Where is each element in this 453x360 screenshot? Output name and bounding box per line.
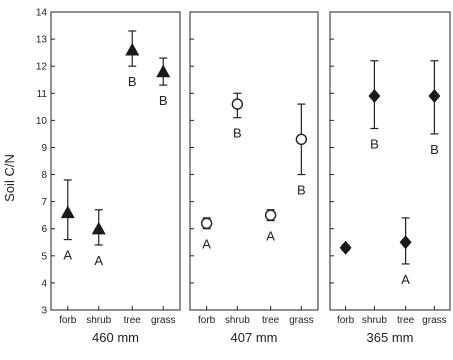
- significance-letter: A: [266, 229, 275, 244]
- x-tick-label-shrub: shrub: [225, 315, 250, 326]
- data-point-grass: [156, 64, 171, 78]
- y-tick-label: 11: [37, 89, 48, 100]
- significance-letter: A: [202, 237, 211, 252]
- x-tick-label-forb: forb: [59, 315, 77, 326]
- y-tick-label: 8: [41, 170, 47, 181]
- data-point-forb: [200, 217, 213, 230]
- data-point-tree: [264, 209, 277, 221]
- data-point-tree: [125, 42, 140, 56]
- x-tick-label-shrub: shrub: [362, 315, 387, 326]
- panel-frame: [329, 11, 451, 311]
- x-tick-label-tree: tree: [397, 315, 415, 326]
- panel-xlabel: 460 mm: [92, 330, 139, 345]
- panel-1: 3 4 5 6 7 8 9 10 11 12 13 14 forb shrub tree grass 460 m…: [36, 8, 181, 345]
- y-tick-label: 10: [36, 116, 48, 127]
- panel-frame: [50, 11, 181, 311]
- data-point-grass: [428, 88, 441, 103]
- significance-letter: B: [233, 126, 242, 141]
- significance-letter: A: [401, 272, 410, 287]
- x-tick-label-grass: grass: [289, 315, 313, 326]
- significance-letter: A: [63, 248, 72, 263]
- y-tick-label: 3: [41, 306, 47, 317]
- x-tick-label-grass: grass: [151, 315, 175, 326]
- x-tick-label-forb: forb: [198, 315, 216, 326]
- data-point-shrub: [231, 98, 244, 110]
- data-point-tree: [399, 235, 412, 250]
- panel-frame: [189, 11, 319, 311]
- panel-2: forb shrub tree grass 407 mm A B A B: [189, 11, 319, 345]
- x-tick-label-tree: tree: [124, 315, 142, 326]
- panel-xlabel: 407 mm: [231, 330, 278, 345]
- panel-3: forb shrub tree grass 365 mm B A B: [329, 11, 451, 345]
- y-tick-label: 12: [36, 62, 48, 73]
- x-tick-label-forb: forb: [337, 315, 355, 326]
- y-tick-label: 7: [41, 197, 47, 208]
- significance-letter: B: [159, 93, 168, 108]
- y-tick-label: 4: [41, 278, 47, 289]
- data-point-forb: [60, 205, 75, 219]
- data-point-shrub: [368, 88, 381, 103]
- significance-letter: B: [370, 136, 379, 151]
- chart-panels: 3 4 5 6 7 8 9 10 11 12 13 14 forb shrub tree grass 460 m…: [36, 8, 451, 345]
- significance-letter: B: [297, 183, 306, 198]
- significance-letter: B: [430, 142, 439, 157]
- y-tick-label: 9: [41, 143, 47, 154]
- x-tick-label-tree: tree: [262, 315, 280, 326]
- y-axis-label: Soil C/N: [2, 154, 17, 202]
- data-point-grass: [295, 133, 308, 146]
- y-tick-label: 14: [36, 8, 48, 19]
- panel-xlabel: 365 mm: [367, 330, 414, 345]
- y-tick-label: 6: [41, 224, 47, 235]
- y-tick-label: 5: [41, 251, 47, 262]
- y-tick-label: 13: [36, 35, 48, 46]
- significance-letter: B: [128, 74, 137, 89]
- significance-letter: A: [94, 253, 103, 268]
- x-tick-label-grass: grass: [422, 315, 446, 326]
- data-point-shrub: [91, 221, 106, 235]
- x-tick-label-shrub: shrub: [86, 315, 111, 326]
- data-point-forb: [339, 240, 352, 255]
